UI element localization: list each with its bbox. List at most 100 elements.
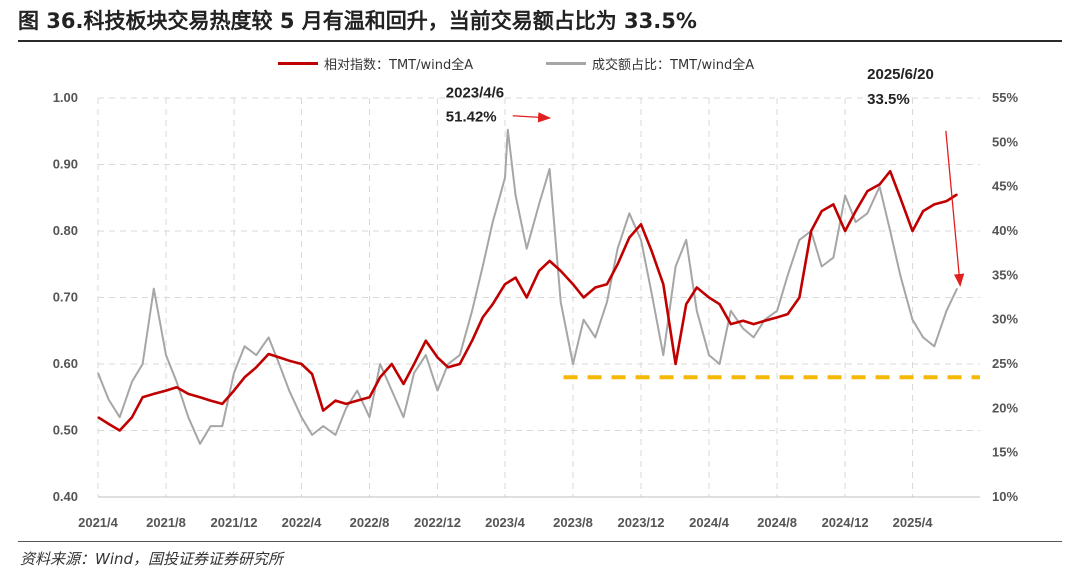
y-right-tick-label: 25% [992, 356, 1018, 371]
series-turnover-share-line-point [685, 239, 687, 241]
series-relative-index-line-point [753, 323, 755, 325]
chart-legend: 相对指数：TMT/wind全A 成交额占比：TMT/wind全A [0, 50, 1080, 74]
series-relative-index-line-point [176, 386, 178, 388]
series-turnover-share-line-point [640, 239, 642, 241]
series-turnover-share-line-point [866, 212, 868, 214]
series-turnover-share-line-point [956, 288, 958, 290]
x-tick-label: 2024/12 [822, 515, 869, 530]
series-turnover-share-line-point [922, 336, 924, 338]
series-relative-index-line-point [640, 223, 642, 225]
x-tick-label: 2022/12 [414, 515, 461, 530]
series-turnover-share-line-point [153, 288, 155, 290]
series-relative-index-line-point [821, 210, 823, 212]
series-turnover-share-line-point [492, 221, 494, 223]
series-relative-index-line-point [933, 203, 935, 205]
x-tick-label: 2023/4 [485, 515, 526, 530]
series-turnover-share-line-point [221, 425, 223, 427]
series-relative-index-line-point [651, 250, 653, 252]
series-relative-index-line-point [911, 230, 914, 232]
series-relative-index-line-point [471, 340, 473, 342]
series-turnover-share-line-point [572, 363, 574, 365]
series-turnover-share-line-point [696, 310, 698, 312]
series-relative-index-line-point [866, 190, 868, 192]
annotation-latest-date: 2025/6/20 [867, 66, 934, 83]
series-turnover-share-line-point [471, 310, 473, 312]
series-turnover-share-line-point [300, 416, 303, 418]
series-turnover-share-line-point [628, 212, 630, 214]
series-turnover-share-line-point [119, 416, 121, 418]
series-relative-index-line-point [606, 283, 608, 285]
y-left-tick-label: 0.60 [53, 356, 78, 371]
series-relative-index-line-point [288, 360, 290, 362]
series-turnover-share-line-point [345, 407, 347, 409]
series-relative-index-line-point [764, 320, 766, 322]
series-turnover-share-line-point [379, 363, 381, 365]
series-turnover-share-line-point [945, 310, 948, 312]
series-turnover-share-line-point [821, 265, 823, 268]
x-tick-label: 2022/8 [350, 515, 390, 530]
series-relative-index-line-point [97, 416, 99, 418]
series-relative-index-line-point [368, 396, 371, 398]
series-turnover-share-line-point [255, 354, 257, 356]
series-turnover-share-line-point [142, 363, 144, 365]
source-note: 资料来源：Wind，国投证券证券研究所 [20, 550, 284, 568]
series-relative-index-line-point [119, 429, 121, 432]
series-turnover-share-line-point [356, 390, 358, 392]
series-relative-index-line-point [322, 409, 324, 412]
series-relative-index-line-point [244, 376, 246, 378]
y-right-tick-label: 55% [992, 90, 1018, 105]
x-tick-label: 2023/8 [553, 515, 593, 530]
series-turnover-share-line-point [526, 248, 528, 250]
series-turnover-share-line-point [798, 239, 800, 241]
series-relative-index-line-point [187, 393, 189, 395]
legend-label-turnover-share: 成交额占比：TMT/wind全A [592, 58, 755, 73]
series-relative-index-line-point [922, 210, 924, 212]
series-turnover-share-line-point [933, 345, 935, 347]
series-turnover-share-line-point [176, 381, 178, 383]
series-relative-index-line-point [810, 230, 812, 232]
series-turnover-share-line-point [413, 372, 415, 374]
series-turnover-share-line-point [268, 336, 270, 338]
series-relative-index-line-point [844, 230, 846, 232]
legend-swatch-gray [546, 62, 586, 65]
series-turnover-share-line-point [278, 363, 280, 365]
legend-label-relative-index: 相对指数：TMT/wind全A [324, 58, 474, 73]
series-turnover-share-line [97, 128, 959, 445]
series-turnover-share-line-point [594, 336, 596, 338]
series-turnover-share-line-point [97, 372, 99, 374]
series-relative-index-line-point [526, 296, 528, 299]
series-relative-index-line-point [199, 396, 201, 398]
series-turnover-share-line-point [606, 301, 608, 303]
series-relative-index-line-point [233, 390, 235, 392]
series-relative-index-line-point [210, 399, 212, 402]
legend-swatch-red [278, 62, 318, 65]
series-turnover-share-line-point [447, 363, 449, 365]
y-right-tick-label: 45% [992, 179, 1018, 194]
series-turnover-share-line-point [911, 319, 914, 321]
series-turnover-share-line-point [662, 354, 664, 356]
y-right-tick-label: 10% [992, 489, 1018, 504]
series-relative-index-line-point [685, 303, 687, 305]
y-left-tick-label: 0.70 [53, 290, 78, 305]
series-relative-index-line-point [255, 366, 257, 368]
series-turnover-share-line-point [459, 354, 461, 356]
series-turnover-share-line-point [368, 416, 371, 418]
series-turnover-share-line-point [402, 416, 405, 418]
series-relative-index-line-point [674, 363, 677, 365]
series-relative-index-line-point [572, 283, 574, 285]
chart-title: 图 36.科技板块交易热度较 5 月有温和回升，当前交易额占比为 33.5% [18, 9, 697, 33]
series-turnover-share-line-point [288, 390, 290, 392]
x-tick-label: 2023/12 [618, 515, 665, 530]
series-relative-index-line-point [514, 276, 517, 279]
series-relative-index-line-point [492, 303, 494, 305]
series-relative-index-line-point [945, 200, 948, 202]
x-tick-label: 2021/8 [146, 515, 186, 530]
series-turnover-share-line-point [674, 265, 677, 268]
series-turnover-share-line-point [107, 398, 110, 401]
series-turnover-share-line-point [889, 230, 891, 232]
series-relative-index-line-point [221, 403, 223, 405]
series-turnover-share-line-point [560, 301, 562, 303]
x-tick-label: 2022/4 [282, 515, 323, 530]
x-tick-label: 2021/12 [211, 515, 258, 530]
chart-canvas: 0.40 0.50 0.60 0.70 0.80 0.90 1.00 10% 15% 20% 25%… [53, 66, 1019, 530]
